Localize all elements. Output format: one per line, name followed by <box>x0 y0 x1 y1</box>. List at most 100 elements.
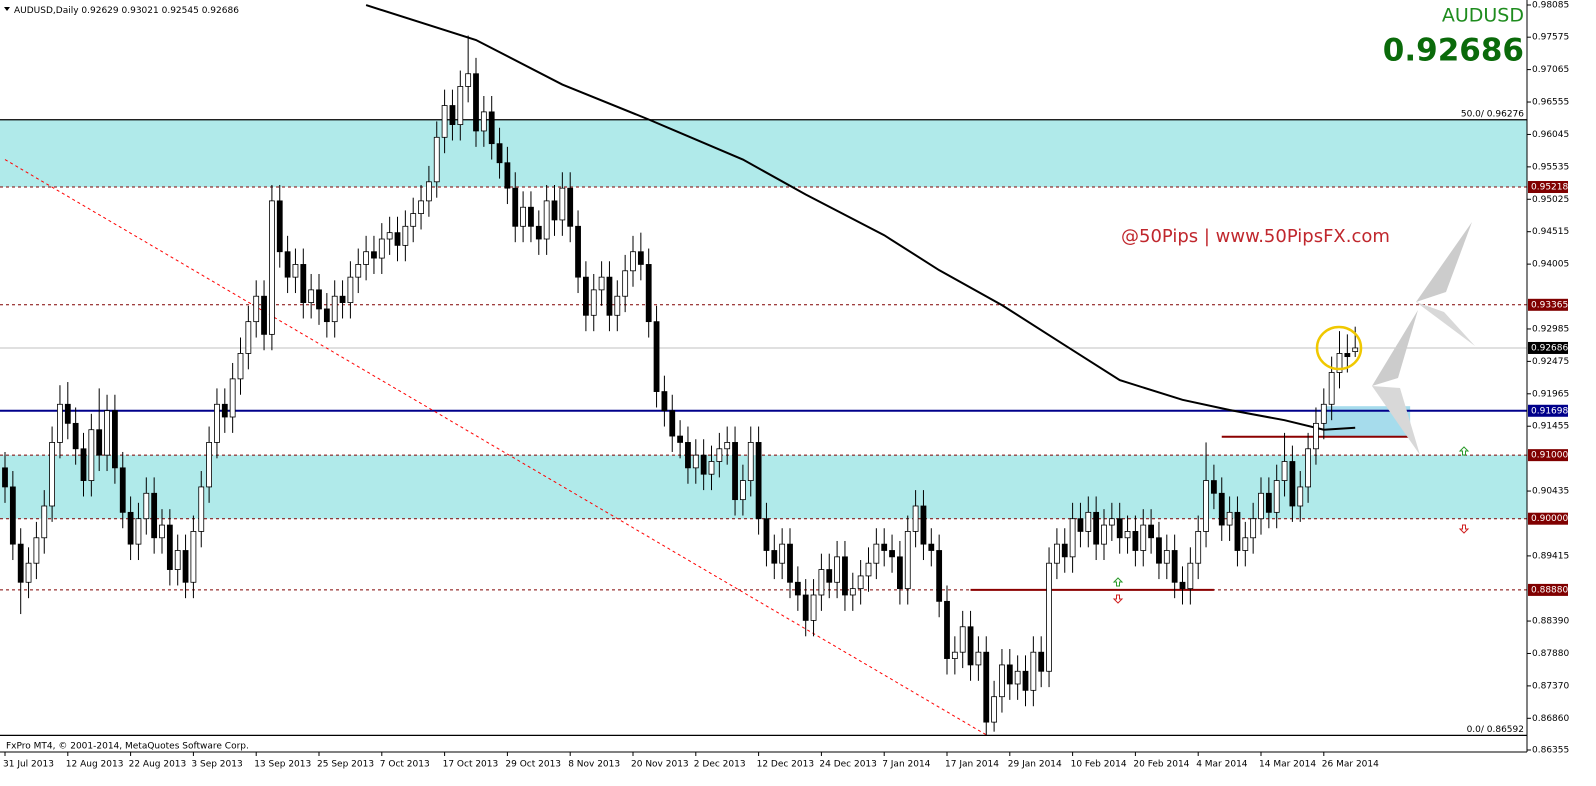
candle-body <box>669 410 676 437</box>
y-tick-label: 0.90435 <box>1532 487 1569 497</box>
labels: AUDUSD,Daily 0.92629 0.93021 0.92545 0.9… <box>3 1 1569 770</box>
candle-body <box>1148 524 1154 539</box>
level-label-box <box>1528 449 1568 462</box>
candle-body <box>716 448 723 462</box>
candle-body <box>119 467 126 513</box>
candle-body <box>763 518 770 551</box>
candle-body <box>1234 511 1241 551</box>
candle-body <box>1218 492 1225 526</box>
x-tick-label: 8 Nov 2013 <box>568 760 620 770</box>
x-tick-label: 31 Jul 2013 <box>3 760 54 770</box>
close: 0.92686 <box>202 6 239 16</box>
candle-body <box>747 442 754 481</box>
candle-body <box>983 651 990 723</box>
candle-body <box>1352 347 1359 352</box>
candle-body <box>57 403 63 443</box>
candle-body <box>72 422 79 450</box>
candle-body <box>214 403 220 443</box>
candle-body <box>543 200 550 240</box>
level-label-box <box>1528 298 1568 311</box>
candle-body <box>1038 651 1045 672</box>
x-tick-label: 26 Mar 2014 <box>1322 760 1379 770</box>
candle-body <box>881 543 888 551</box>
arrow-shape <box>1372 310 1418 386</box>
candle-body <box>1061 543 1068 558</box>
candle-body <box>1226 511 1233 526</box>
candle-body <box>1313 422 1319 450</box>
down-arrow <box>1112 594 1124 604</box>
x-tick-label: 7 Jan 2014 <box>882 760 930 770</box>
y-tick-label: 0.91455 <box>1532 422 1569 432</box>
candle-body <box>1140 524 1147 551</box>
candle-body <box>292 264 299 278</box>
candle-body <box>708 461 715 475</box>
candle-body <box>1014 670 1021 685</box>
open: 0.92629 <box>81 6 118 16</box>
candle-body <box>465 73 472 87</box>
symbol-name: AUDUSD <box>1442 5 1524 27</box>
bid-label-box <box>1528 341 1568 354</box>
candle-body <box>575 225 581 278</box>
candle-body <box>1281 461 1288 481</box>
candle-body <box>190 531 197 583</box>
candle-body <box>685 442 691 469</box>
candle-body <box>1273 480 1280 513</box>
candle-body <box>606 276 613 316</box>
candle-body <box>637 251 644 265</box>
candle-body <box>1163 550 1170 564</box>
candle-body <box>394 232 401 246</box>
candle-body <box>182 550 189 583</box>
y-tick-label: 0.98085 <box>1532 1 1569 11</box>
candle-body <box>1203 480 1209 532</box>
y-tick-label: 0.95535 <box>1532 162 1569 172</box>
candle-body <box>904 531 911 590</box>
candle-body <box>535 225 542 240</box>
candle-body <box>1124 531 1131 539</box>
candle-body <box>1320 403 1327 424</box>
y-tick-label: 0.96045 <box>1532 130 1569 140</box>
candle-body <box>331 295 338 323</box>
candle-body <box>810 594 817 621</box>
moving-average <box>365 4 1356 431</box>
candle-body <box>237 353 244 380</box>
candle-body <box>897 556 903 590</box>
candle-body <box>1211 480 1217 494</box>
candle-body <box>889 550 895 558</box>
candle-body <box>1132 531 1139 551</box>
candle-body <box>944 600 950 659</box>
candle-body <box>480 111 487 132</box>
candle-body <box>1006 664 1013 685</box>
y-tick-label: 0.96555 <box>1532 98 1569 108</box>
candle-body <box>17 543 24 583</box>
candle-body <box>323 308 330 323</box>
candle-body <box>598 276 605 291</box>
x-tick-label: 3 Sep 2013 <box>191 760 242 770</box>
candle-body <box>551 200 558 221</box>
candle-body <box>614 295 621 316</box>
candle-body <box>488 111 495 145</box>
candle-body <box>818 569 825 596</box>
candle-body <box>1289 461 1296 507</box>
watermark: @50Pips | www.50PipsFX.com <box>1121 226 1390 247</box>
candle-body <box>2 467 8 488</box>
x-tick-label: 17 Oct 2013 <box>443 760 499 770</box>
x-tick-label: 12 Aug 2013 <box>66 760 124 770</box>
y-tick-label: 0.91965 <box>1532 389 1569 399</box>
candle-body <box>339 295 346 303</box>
candle-body <box>826 569 833 583</box>
candle-body <box>433 136 440 183</box>
x-tick-label: 29 Oct 2013 <box>505 760 561 770</box>
candle-body <box>920 505 927 545</box>
bid-label: 0.92686 <box>1531 343 1568 353</box>
candle-body <box>622 270 629 297</box>
candle-body <box>198 486 205 532</box>
x-tick-label: 2 Dec 2013 <box>694 760 746 770</box>
header: AUDUSD,Daily 0.92629 0.93021 0.92545 0.9… <box>14 6 239 16</box>
candles <box>2 35 1359 736</box>
y-tick-label: 0.87370 <box>1532 681 1569 691</box>
candle-body <box>276 200 283 253</box>
candle-body <box>630 251 636 272</box>
level-label-box <box>1528 583 1568 596</box>
down-arrow <box>1458 524 1470 534</box>
